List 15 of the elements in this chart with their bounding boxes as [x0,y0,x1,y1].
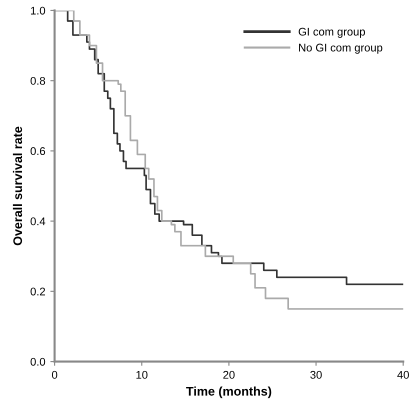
x-axis-title: Time (months) [186,386,272,398]
y-tick-label: 0.2 [30,288,46,296]
x-tick-label: 30 [310,370,322,379]
legend-label: No GI com group [299,44,382,54]
x-tick-label: 20 [223,370,235,379]
y-axis-title: Overall survival rate [12,126,22,246]
y-tick-label: 0.0 [30,358,46,366]
x-tick-label: 10 [136,370,148,379]
x-tick-label: 40 [397,370,409,379]
y-tick-label: 1.0 [30,6,46,15]
x-tick-label: 0 [52,370,58,379]
y-tick-label: 0.6 [30,147,46,156]
y-tick-label: 0.8 [30,76,46,85]
legend-label: GI com group [298,28,365,38]
y-tick-label: 0.4 [30,217,46,226]
